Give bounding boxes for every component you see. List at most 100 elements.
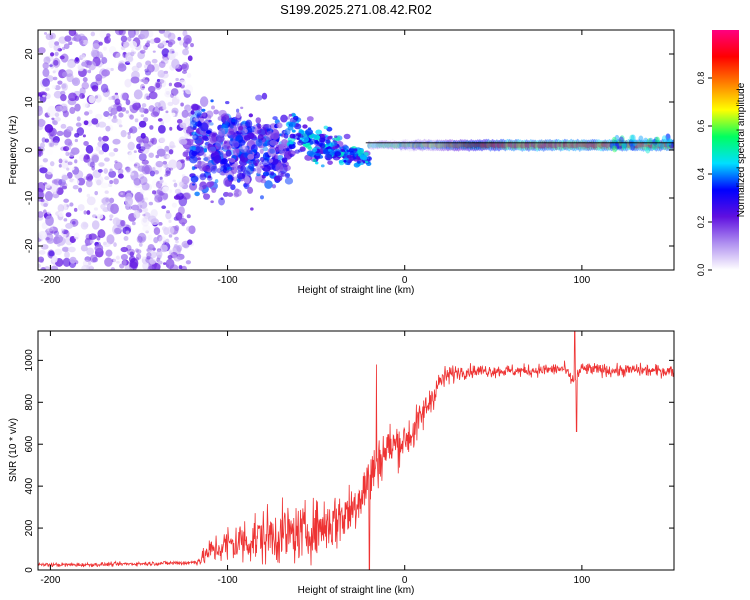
spectrogram-blob (38, 146, 43, 156)
spectrogram-trace-segment (662, 138, 667, 151)
spectrogram-blob (364, 160, 369, 164)
spectrogram-blob (156, 79, 161, 82)
spectrogram-trace-segment (560, 139, 565, 152)
spectrogram-blob (74, 57, 80, 64)
spectrogram-blob (147, 85, 156, 93)
spectrogram-blob (280, 133, 285, 138)
spectrogram-blob (180, 159, 185, 164)
spectrogram-blob (113, 256, 122, 264)
spectrogram-blob (163, 70, 169, 75)
spectrogram-blob (88, 260, 92, 265)
spectrogram-blob (140, 30, 150, 39)
spectrogram-blob (171, 58, 180, 70)
x-tick-label: 0 (402, 275, 408, 286)
spectrogram-blob (210, 165, 218, 174)
spectrogram-blob (199, 173, 207, 181)
spectrogram-blob (80, 244, 88, 252)
spectrogram-blob (45, 167, 54, 175)
spectrogram-blob (247, 153, 255, 160)
spectrogram-blob (324, 154, 333, 161)
spectrogram-blob (54, 67, 59, 73)
spectrogram-blob (38, 181, 46, 193)
spectrogram-blob (195, 120, 202, 127)
spectrogram-blob (141, 164, 150, 175)
spectrogram-blob (202, 135, 209, 140)
spectrogram-blob (343, 159, 347, 163)
spectrogram-blob (42, 68, 50, 77)
spectrogram-blob (203, 145, 208, 151)
spectrogram-blob (176, 119, 183, 124)
spectrogram-blob (84, 111, 90, 116)
spectrogram-blob (278, 143, 285, 151)
spectrogram-blob (85, 176, 90, 181)
spectrogram-trace-segment (486, 138, 491, 151)
spectrogram-blob (46, 148, 53, 156)
spectrogram-blob (169, 126, 173, 131)
spectrogram-blob (94, 94, 102, 103)
spectrogram-blob (181, 174, 186, 178)
spectrogram-blob (97, 168, 103, 173)
spectrogram-trace-segment (443, 139, 448, 151)
spectrogram-blob (326, 140, 330, 144)
spectrogram-blob (73, 34, 82, 42)
spectrogram-trace-segment (547, 139, 552, 151)
y-tick-label: 1000 (24, 349, 35, 372)
spectrogram-trace-segment (499, 138, 504, 151)
spectrogram-blob (40, 267, 46, 270)
spectrogram-blob (158, 30, 166, 34)
spectrogram-blob (175, 92, 184, 100)
spectrogram-blob (167, 254, 173, 260)
spectrogram-blob (81, 61, 87, 67)
spectrogram-blob (68, 30, 77, 37)
spectrogram-blob (629, 140, 635, 148)
spectrogram-blob (191, 166, 196, 171)
spectrogram-blob (59, 103, 68, 112)
spectrogram-blob (82, 39, 89, 45)
spectrogram-blob (133, 177, 141, 186)
spectrogram-blob (197, 157, 202, 161)
spectrogram-blob (149, 38, 156, 44)
spectrogram-blob (173, 244, 178, 249)
spectrogram-blob (44, 183, 51, 189)
spectrogram-blob (145, 230, 149, 234)
spectrogram-blob (174, 188, 181, 195)
spectrogram-blob (247, 132, 255, 140)
spectrogram-blob (307, 146, 313, 151)
spectrogram-blob (643, 137, 649, 145)
spectrogram-blob (63, 43, 70, 50)
spectrogram-blob (141, 182, 150, 191)
spectrogram-blob (192, 134, 199, 141)
spectrogram-blob (88, 95, 96, 104)
spectrogram-blob (210, 153, 215, 159)
spectrogram-blob (164, 87, 171, 94)
spectrogram-blob (291, 129, 296, 133)
spectrogram-trace-segment (524, 139, 529, 151)
spectrogram-blob (148, 91, 158, 100)
spectrogram-blob (39, 167, 48, 174)
spectrogram-blob (141, 86, 145, 89)
spectrogram-blob (45, 215, 54, 227)
spectrogram-blob (155, 82, 161, 89)
spectrogram-blob (140, 132, 146, 139)
spectrogram-blob (260, 178, 267, 184)
spectrogram-blob (147, 234, 153, 241)
spectrogram-blob (162, 160, 168, 165)
spectrogram-blob (43, 203, 48, 208)
spectrogram-blob (182, 151, 189, 158)
spectrogram-blob (338, 161, 345, 166)
spectrogram-blob (112, 217, 121, 226)
spectrogram-blob (315, 129, 323, 135)
spectrogram-trace-segment (403, 139, 408, 151)
spectrogram-blob (162, 113, 171, 123)
spectrogram-blob (629, 134, 635, 142)
spectrogram-blob (259, 195, 264, 200)
spectrogram-blob (255, 94, 263, 101)
spectrogram-blob (248, 160, 252, 165)
spectrogram-blob (45, 55, 54, 62)
spectrogram-blob (245, 119, 253, 129)
spectrogram-blob (104, 190, 109, 194)
spectrogram-blob (118, 30, 126, 36)
spectrogram-blob (58, 158, 63, 164)
spectrogram-trace-segment (377, 139, 382, 152)
spectrogram-blob (145, 183, 153, 191)
